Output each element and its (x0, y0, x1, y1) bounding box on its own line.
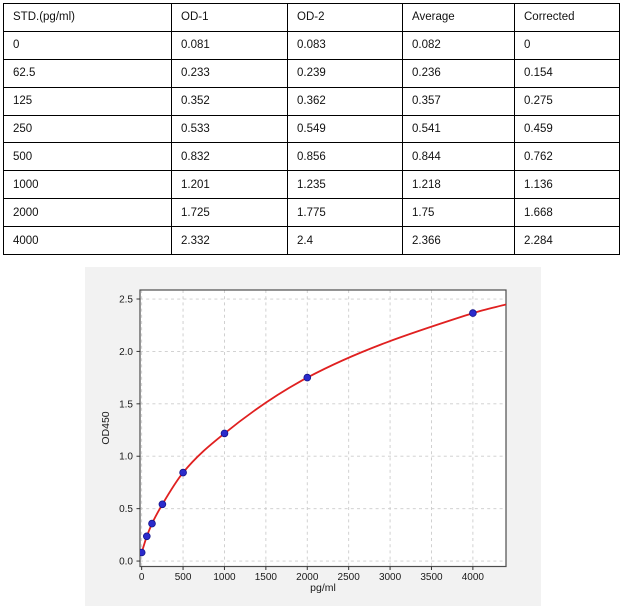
data-point (140, 548, 146, 557)
table-cell: 0.459 (514, 114, 620, 144)
table-cell: 250 (3, 114, 172, 144)
table-row: 250 0.533 0.549 0.541 0.459 (3, 114, 620, 144)
table-cell: 2.366 (402, 226, 515, 256)
x-tick-label: 1000 (213, 572, 236, 583)
column-header: OD-2 (287, 3, 403, 32)
table-row: 500 0.832 0.856 0.844 0.762 (3, 142, 620, 172)
table-cell: 500 (3, 142, 172, 172)
table-cell: 2.332 (171, 226, 288, 256)
table-cell: 0.357 (402, 86, 515, 116)
x-tick-label: 4000 (462, 572, 485, 583)
y-tick-label: 0.0 (119, 557, 133, 568)
table-cell: 62.5 (3, 58, 172, 88)
table-cell: 0.082 (402, 30, 515, 60)
table-row: 4000 2.332 2.4 2.366 2.284 (3, 226, 620, 256)
table-cell: 1.136 (514, 170, 620, 200)
table-cell: 0 (3, 30, 172, 60)
table-header: STD.(pg/ml) OD-1 OD-2 Average Corrected (3, 3, 620, 32)
x-tick-label: 500 (175, 572, 192, 583)
table-cell: 2000 (3, 198, 172, 228)
table-cell: 1.668 (514, 198, 620, 228)
x-tick-label: 3000 (379, 572, 402, 583)
x-tick-label: 1500 (255, 572, 278, 583)
x-tick-label: 0 (139, 572, 145, 583)
column-header: STD.(pg/ml) (3, 3, 172, 32)
table-cell: 0.239 (287, 58, 403, 88)
table-cell: 0.362 (287, 86, 403, 116)
plot-area (140, 290, 506, 567)
x-axis-label: pg/ml (310, 582, 336, 594)
table-cell: 1.725 (171, 198, 288, 228)
column-header: Average (402, 3, 515, 32)
y-tick-label: 2.5 (119, 295, 133, 306)
table-cell: 0.352 (171, 86, 288, 116)
data-point (179, 468, 187, 477)
table-cell: 0.549 (287, 114, 403, 144)
y-tick-label: 1.5 (119, 399, 133, 410)
table-cell: 1000 (3, 170, 172, 200)
y-axis-label: OD450 (100, 411, 112, 445)
table-cell: 2.4 (287, 226, 403, 256)
column-header: OD-1 (171, 3, 288, 32)
x-tick-label: 2000 (296, 572, 319, 583)
table-cell: 0.844 (402, 142, 515, 172)
table-row: 2000 1.725 1.775 1.75 1.668 (3, 198, 620, 228)
y-tick-label: 1.0 (119, 452, 133, 463)
data-point (303, 373, 312, 382)
table-row: 125 0.352 0.362 0.357 0.275 (3, 86, 620, 116)
data-point (148, 519, 156, 528)
table-header-row: STD.(pg/ml) OD-1 OD-2 Average Corrected (3, 3, 620, 32)
table-cell: 125 (3, 86, 172, 116)
table-cell: 2.284 (514, 226, 620, 256)
x-tick-label: 2500 (338, 572, 361, 583)
table-row: 0 0.081 0.083 0.082 0 (3, 30, 620, 60)
table-cell: 0.832 (171, 142, 288, 172)
table-cell: 0.541 (402, 114, 515, 144)
table-cell: 0.762 (514, 142, 620, 172)
table-cell: 4000 (3, 226, 172, 256)
table-body: 0 0.081 0.083 0.082 0 62.5 0.233 0.239 0.236 0.15… (3, 30, 620, 256)
standard-data-table: STD.(pg/ml) OD-1 OD-2 Average Corrected 0 0.0… (3, 3, 620, 256)
table-cell: 1.218 (402, 170, 515, 200)
data-point (158, 500, 167, 509)
data-point (469, 309, 477, 317)
table-cell: 0.856 (287, 142, 403, 172)
table-cell: 1.201 (171, 170, 288, 200)
table-cell: 1.75 (402, 198, 515, 228)
table-row: 1000 1.201 1.235 1.218 1.136 (3, 170, 620, 200)
fit-curve (140, 303, 506, 553)
data-point (142, 532, 151, 541)
table-row: 62.5 0.233 0.239 0.236 0.154 (3, 58, 620, 88)
table-cell: 1.235 (287, 170, 403, 200)
table-cell: 0.081 (171, 30, 288, 60)
table-cell: 0.275 (514, 86, 620, 116)
table-cell: 0.533 (171, 114, 288, 144)
y-tick-label: 0.5 (119, 504, 133, 515)
table-cell: 0.154 (514, 58, 620, 88)
table-cell: 0.233 (171, 58, 288, 88)
standard-curve-chart: 0 500 1000 1500 2000 2500 3000 3500 4000 0.0 0.5 1.… (119, 289, 507, 583)
y-tick-label: 2.0 (119, 347, 133, 358)
table-cell: 1.775 (287, 198, 403, 228)
table-cell: 0.083 (287, 30, 403, 60)
table-cell: 0.236 (402, 58, 515, 88)
column-header: Corrected (514, 3, 620, 32)
standard-curve-figure: 0 500 1000 1500 2000 2500 3000 3500 4000 0.0 0.5 1.… (85, 267, 541, 606)
x-tick-label: 3500 (420, 572, 443, 583)
data-point (220, 429, 229, 438)
table-cell: 0 (514, 30, 620, 60)
plot-border (139, 289, 507, 568)
data-points (140, 309, 477, 557)
